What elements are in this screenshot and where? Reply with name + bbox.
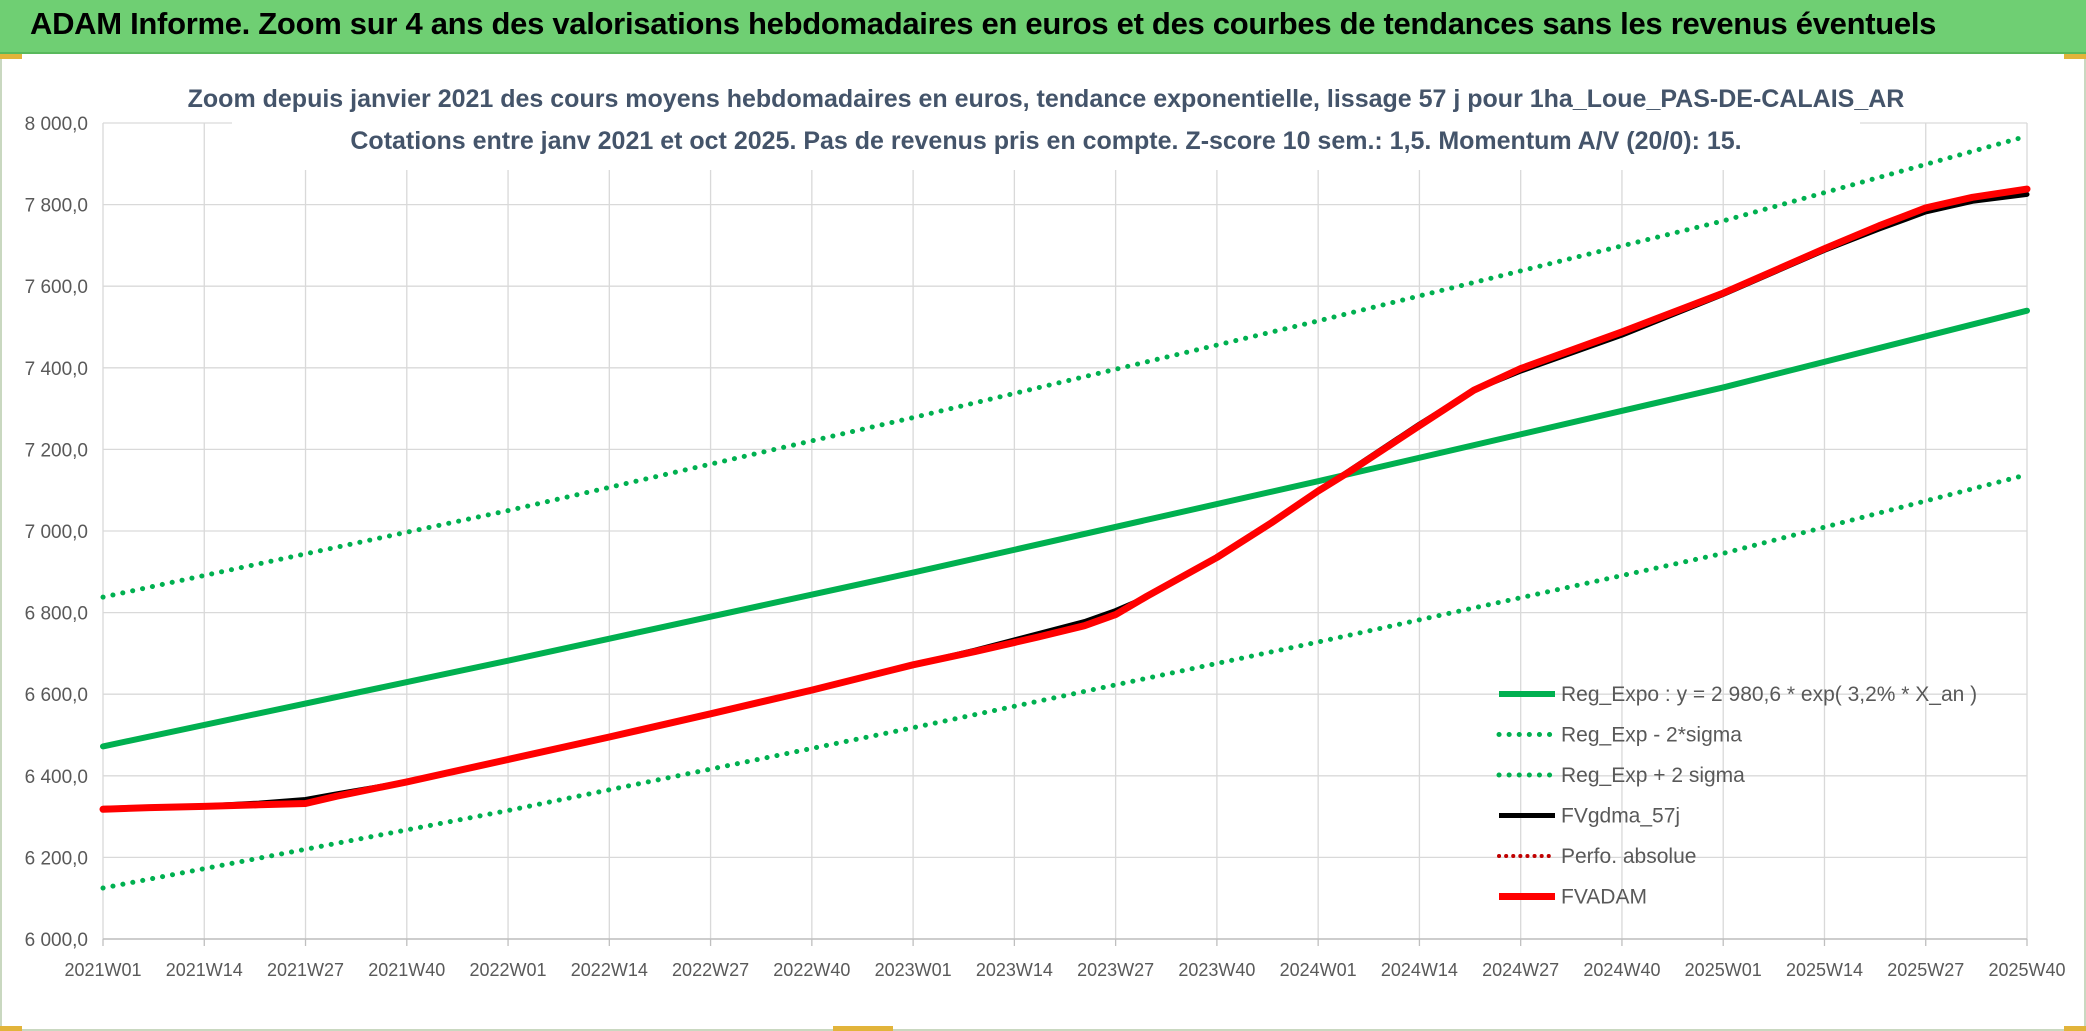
x-tick-label: 2021W27: [267, 960, 344, 980]
x-tick-label: 2022W27: [672, 960, 749, 980]
series-reg-exp-minus-2sigma: [100, 472, 2030, 891]
legend-label: FVgdma_57j: [1561, 805, 1680, 828]
y-tick-label: 6 400,0: [25, 767, 88, 788]
y-axis-ticks: 6 000,0 6 200,0 6 400,0 6 600,0 6 800,0 7 000…: [25, 114, 88, 951]
corner-mark: [0, 54, 22, 59]
legend-label: Reg_Exp - 2*sigma: [1561, 724, 1742, 747]
series-reg-exp-plus-2sigma: [100, 133, 2030, 600]
series-reg-expo: [100, 307, 2030, 750]
legend-label: Perfo. absolue: [1561, 845, 1696, 868]
x-tick-label: 2023W40: [1178, 960, 1255, 980]
chart-subtitle: Cotations entre janv 2021 et oct 2025. P…: [350, 127, 1741, 155]
y-tick-label: 7 000,0: [25, 522, 88, 543]
y-tick-label: 6 800,0: [25, 604, 88, 625]
x-tick-label: 2024W01: [1280, 960, 1357, 980]
banner-title: ADAM Informe. Zoom sur 4 ans des valoris…: [30, 6, 1937, 41]
series-lines: [99, 133, 2031, 891]
x-tick-label: 2025W14: [1786, 960, 1863, 980]
x-tick-label: 2025W01: [1685, 960, 1762, 980]
x-tick-label: 2022W40: [773, 960, 850, 980]
y-tick-label: 7 600,0: [25, 277, 88, 298]
x-tick-label: 2023W14: [976, 960, 1053, 980]
x-tick-label: 2022W01: [470, 960, 547, 980]
x-tick-label: 2021W40: [368, 960, 445, 980]
series-fvadam: [99, 185, 2031, 813]
x-tick-label: 2021W01: [64, 960, 141, 980]
y-tick-label: 7 800,0: [25, 196, 88, 217]
corner-mark: [2064, 54, 2086, 59]
legend-label: FVADAM: [1561, 886, 1647, 909]
y-tick-label: 7 400,0: [25, 359, 88, 380]
x-tick-label: 2025W27: [1887, 960, 1964, 980]
corner-mark: [2064, 1026, 2086, 1031]
y-tick-label: 6 600,0: [25, 685, 88, 706]
corner-mark: [0, 1026, 22, 1031]
y-tick-label: 6 200,0: [25, 848, 88, 869]
x-tick-label: 2024W14: [1381, 960, 1458, 980]
x-tick-label: 2024W27: [1482, 960, 1559, 980]
corner-mark: [833, 1026, 893, 1031]
report-banner: ADAM Informe. Zoom sur 4 ans des valoris…: [0, 0, 2086, 54]
legend-label: Reg_Exp + 2 sigma: [1561, 764, 1745, 787]
legend: Reg_Expo : y = 2 980,6 * exp( 3,2% * X_a…: [1496, 683, 1977, 909]
x-tick-label: 2023W27: [1077, 960, 1154, 980]
x-tick-label: 2021W14: [166, 960, 243, 980]
x-tick-label: 2024W40: [1583, 960, 1660, 980]
x-axis-ticks: 2021W01 2021W14 2021W27 2021W40 2022W01 2022W…: [64, 960, 2065, 980]
y-tick-label: 6 000,0: [25, 930, 88, 951]
x-tick-label: 2022W14: [571, 960, 648, 980]
y-tick-label: 8 000,0: [25, 114, 88, 135]
chart-title: Zoom depuis janvier 2021 des cours moyen…: [188, 85, 1905, 113]
x-tick-label: 2025W40: [1988, 960, 2065, 980]
x-tick-label: 2023W01: [875, 960, 952, 980]
legend-label: Reg_Expo : y = 2 980,6 * exp( 3,2% * X_a…: [1561, 683, 1977, 706]
title-background: [232, 84, 1860, 170]
y-tick-label: 7 200,0: [25, 440, 88, 461]
